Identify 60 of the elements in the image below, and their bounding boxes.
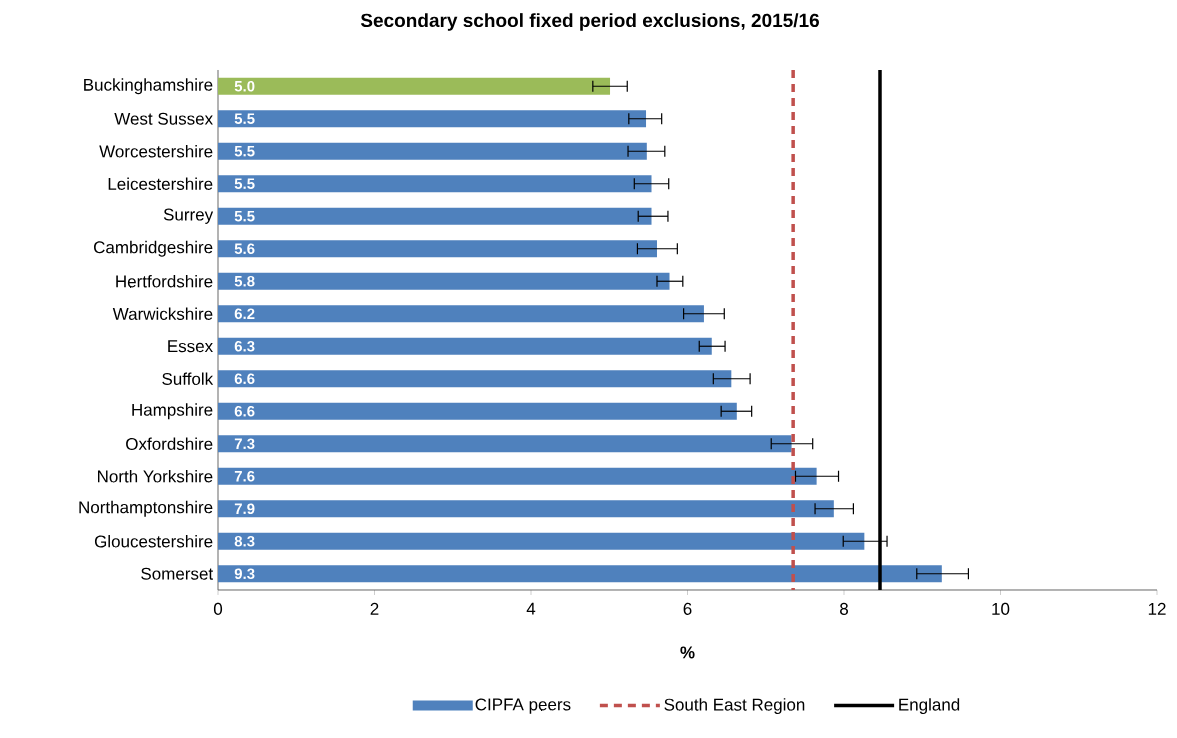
data-label: 6.6 [234, 405, 255, 417]
x-tick-label: 12 [1148, 602, 1166, 615]
data-label: 5.6 [234, 243, 255, 255]
data-label: 7.9 [234, 503, 255, 515]
y-tick-label: North Yorkshire [98, 470, 213, 483]
y-tick-label: Buckinghamshire [84, 78, 213, 95]
bar [218, 240, 657, 258]
data-label: 9.3 [234, 568, 255, 580]
bar [218, 467, 817, 485]
data-label: 7.3 [234, 438, 255, 450]
y-tick-label: Somerset [141, 567, 214, 580]
data-label: 8.3 [234, 535, 255, 547]
x-tick-label: 0 [213, 602, 223, 615]
x-tick-label: 8 [840, 602, 848, 615]
x-tick-label: 10 [992, 602, 1010, 615]
legend-label: CIPFA peers [475, 698, 571, 714]
y-tick-label: West Sussex [114, 112, 213, 125]
bar [218, 207, 652, 225]
x-tick-label: 2 [370, 602, 379, 615]
y-tick-label: Cambridgeshire [94, 240, 213, 257]
legend-label: South East Region [664, 698, 805, 715]
data-label: 5.8 [234, 275, 255, 287]
bar [218, 500, 834, 518]
data-label: 6.6 [234, 373, 255, 385]
x-tick-label: 4 [526, 602, 536, 615]
bar [218, 272, 670, 290]
data-label: 6.3 [234, 340, 255, 352]
bar [218, 142, 647, 160]
y-tick-label: Gloucestershire [94, 535, 213, 548]
y-tick-label: Essex [168, 340, 213, 353]
bar [218, 402, 737, 420]
legend-label: England [899, 698, 960, 715]
y-tick-label: Hertfordshire [116, 275, 213, 288]
data-label: 5.5 [234, 211, 255, 222]
data-label: 5.0 [234, 80, 255, 92]
data-label: 5.5 [234, 178, 255, 189]
bar [218, 305, 704, 323]
bar [218, 337, 712, 355]
y-tick-label: Leicestershire [108, 177, 213, 190]
bar [218, 370, 732, 388]
bar [218, 175, 652, 193]
data-label: 5.5 [234, 146, 255, 157]
y-tick-label: Northamptonshire [79, 500, 213, 517]
bar [218, 532, 865, 550]
y-tick-label: Oxfordshire [126, 437, 213, 450]
x-tick-label: 6 [683, 602, 692, 615]
bar [218, 565, 942, 583]
y-tick-label: Warwickshire [112, 307, 213, 320]
data-label: 5.5 [234, 113, 255, 124]
y-tick-label: Hampshire [132, 403, 213, 420]
bar [218, 77, 611, 95]
data-label: 7.6 [234, 470, 255, 482]
y-tick-label: Surrey [163, 208, 214, 224]
bar [218, 110, 647, 128]
chart-title: Secondary school fixed period exclusions, 2015/16 [360, 13, 819, 31]
x-axis-title: % [680, 646, 695, 659]
bar [218, 435, 792, 453]
y-tick-label: Suffolk [162, 372, 214, 385]
data-label: 6.2 [234, 308, 255, 320]
y-tick-label: Worcestershire [99, 145, 213, 158]
